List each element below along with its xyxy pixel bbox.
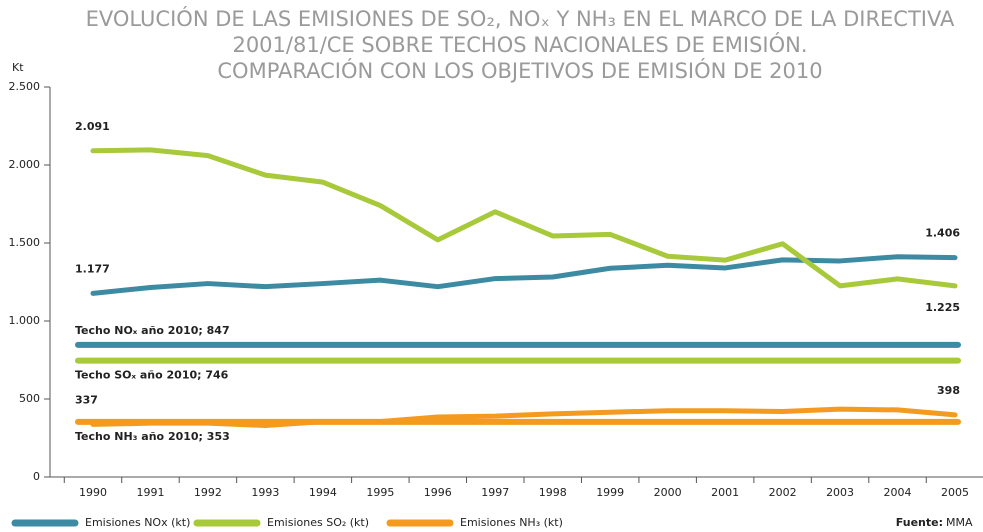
legend-label: Emisiones SO₂ (kt) bbox=[267, 516, 369, 529]
source-label: Fuente: bbox=[896, 516, 943, 529]
x-tick-label: 1996 bbox=[424, 486, 452, 499]
x-tick-label: 1994 bbox=[309, 486, 337, 499]
data-label: 1.225 bbox=[925, 301, 960, 314]
x-tick-label: 2002 bbox=[769, 486, 797, 499]
ceiling-label: Techo NH₃ año 2010; 353 bbox=[75, 430, 230, 443]
series-line bbox=[90, 254, 958, 296]
x-tick-label: 1995 bbox=[366, 486, 394, 499]
x-tick-label: 2004 bbox=[884, 486, 912, 499]
x-tick-label: 2003 bbox=[826, 486, 854, 499]
data-label: 2.091 bbox=[75, 120, 110, 133]
data-label: 398 bbox=[937, 384, 960, 397]
chart-title: EVOLUCIÓN DE LAS EMISIONES DE SO₂, NOₓ Y… bbox=[86, 6, 955, 31]
x-tick-label: 2005 bbox=[941, 486, 969, 499]
ceiling-label: Techo SOₓ año 2010; 746 bbox=[75, 369, 229, 382]
data-label: 337 bbox=[75, 393, 98, 406]
source: MMA bbox=[946, 516, 973, 529]
x-tick-label: 1991 bbox=[136, 486, 164, 499]
y-tick-label: 1.000 bbox=[9, 314, 41, 327]
data-label: 1.406 bbox=[925, 227, 960, 240]
chart-title: COMPARACIÓN CON LOS OBJETIVOS DE EMISIÓN… bbox=[217, 58, 822, 83]
x-tick-label: 1993 bbox=[251, 486, 279, 499]
y-tick-label: 2.000 bbox=[9, 158, 41, 171]
legend-label: Emisiones NOx (kt) bbox=[85, 516, 190, 529]
y-tick-label: 1.500 bbox=[9, 236, 41, 249]
x-tick-label: 2000 bbox=[654, 486, 682, 499]
y-tick-label: 0 bbox=[33, 470, 40, 483]
chart-title: 2001/81/CE SOBRE TECHOS NACIONALES DE EM… bbox=[232, 32, 807, 57]
x-tick-label: 1998 bbox=[539, 486, 567, 499]
legend-label: Emisiones NH₃ (kt) bbox=[460, 516, 563, 529]
x-tick-label: 1997 bbox=[481, 486, 509, 499]
y-tick-label: 500 bbox=[19, 392, 40, 405]
series-line bbox=[90, 406, 958, 429]
x-tick-label: 2001 bbox=[711, 486, 739, 499]
x-tick-label: 1992 bbox=[194, 486, 222, 499]
x-tick-label: 1990 bbox=[79, 486, 107, 499]
data-label: 1.177 bbox=[75, 262, 110, 275]
y-tick-label: 2.500 bbox=[9, 80, 41, 93]
ceiling-label: Techo NOₓ año 2010; 847 bbox=[75, 324, 230, 337]
series-line bbox=[90, 147, 958, 289]
y-axis-label: Kt bbox=[12, 61, 24, 74]
x-tick-label: 1999 bbox=[596, 486, 624, 499]
